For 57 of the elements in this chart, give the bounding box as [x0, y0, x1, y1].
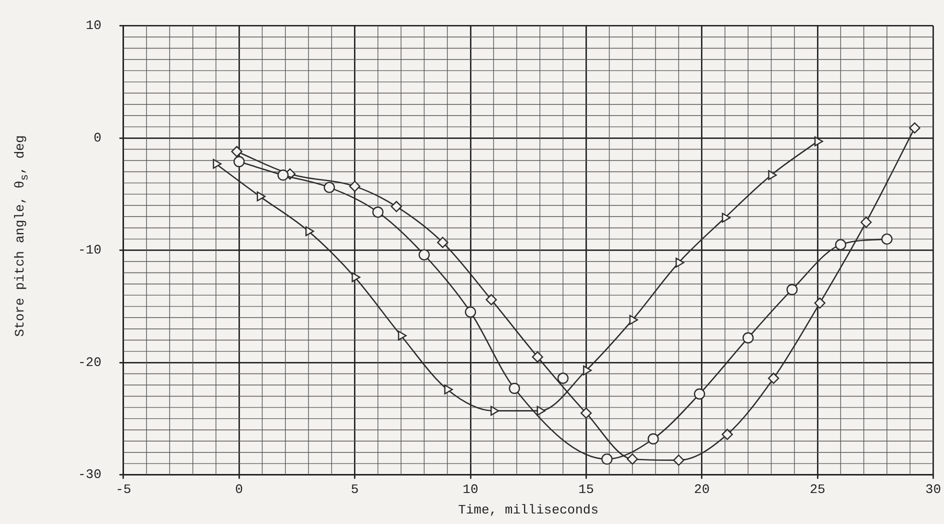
point	[814, 136, 824, 146]
point	[372, 206, 384, 218]
point	[277, 169, 289, 181]
point	[305, 226, 314, 236]
point	[722, 212, 731, 223]
point	[580, 407, 592, 419]
point	[390, 200, 402, 212]
y-tick-label: -30	[78, 467, 102, 482]
point	[231, 146, 242, 158]
point	[490, 406, 500, 416]
point	[486, 294, 497, 306]
point	[324, 182, 335, 194]
point	[464, 306, 476, 318]
point	[536, 406, 546, 416]
point	[814, 297, 826, 309]
x-tick-label: 20	[694, 482, 710, 498]
point	[786, 284, 798, 296]
point	[648, 433, 659, 444]
y-tick-label: 10	[86, 18, 102, 34]
point	[398, 330, 407, 341]
point	[676, 258, 684, 268]
point	[532, 351, 544, 363]
point	[860, 216, 872, 228]
point	[694, 388, 706, 400]
point	[673, 454, 684, 466]
point	[418, 249, 430, 260]
x-tick-label: 25	[810, 482, 826, 498]
point	[256, 191, 266, 202]
x-tick-label: 5	[350, 482, 359, 498]
x-axis-title: Time, milliseconds	[458, 502, 599, 518]
point	[233, 156, 245, 168]
x-tick-label: 0	[235, 482, 243, 498]
point	[212, 158, 222, 169]
point	[768, 170, 777, 180]
point	[629, 314, 638, 325]
point	[742, 332, 754, 344]
x-tick-label: 10	[462, 482, 478, 498]
point	[444, 384, 453, 394]
point	[583, 365, 592, 376]
point	[352, 272, 360, 282]
y-tick-label: -20	[78, 354, 102, 370]
point	[557, 372, 569, 384]
x-tick-label: 15	[578, 482, 594, 498]
x-tick-label: -5	[116, 482, 132, 498]
point	[437, 236, 448, 248]
point	[601, 453, 613, 465]
point	[768, 372, 780, 384]
point	[909, 122, 920, 134]
point	[508, 382, 520, 394]
point	[722, 428, 733, 440]
point	[835, 239, 846, 250]
point	[626, 453, 638, 465]
point	[349, 180, 360, 192]
x-tick-label: 30	[925, 482, 942, 498]
point	[881, 233, 893, 245]
y-tick-label: -10	[78, 242, 102, 258]
y-tick-label: 0	[94, 130, 102, 146]
